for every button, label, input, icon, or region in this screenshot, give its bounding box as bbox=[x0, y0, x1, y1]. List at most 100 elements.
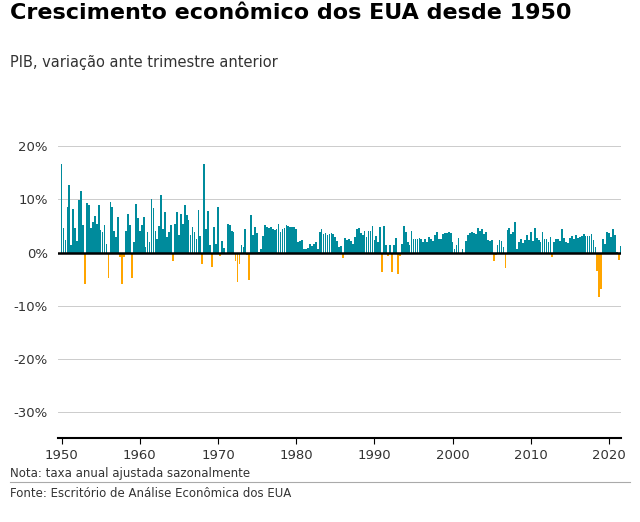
Bar bbox=[74, 228, 76, 253]
Bar bbox=[600, 253, 602, 289]
Bar bbox=[287, 226, 289, 253]
Bar bbox=[585, 236, 586, 253]
Bar bbox=[602, 239, 604, 253]
Bar bbox=[127, 214, 129, 253]
Bar bbox=[92, 222, 93, 253]
Bar bbox=[634, 244, 636, 253]
Bar bbox=[432, 241, 434, 253]
Bar bbox=[489, 241, 491, 253]
Bar bbox=[436, 232, 438, 253]
Bar bbox=[250, 216, 252, 253]
Bar bbox=[332, 234, 334, 253]
Bar bbox=[135, 204, 137, 253]
Bar bbox=[491, 240, 493, 253]
Bar bbox=[381, 253, 383, 272]
Bar bbox=[252, 234, 254, 253]
Bar bbox=[241, 245, 243, 253]
Bar bbox=[540, 242, 541, 253]
Bar bbox=[335, 236, 336, 253]
Bar bbox=[209, 245, 211, 253]
Bar bbox=[237, 253, 238, 282]
Bar bbox=[378, 242, 379, 253]
Bar bbox=[430, 239, 432, 253]
Bar bbox=[471, 232, 473, 253]
Bar bbox=[76, 241, 78, 253]
Bar bbox=[78, 200, 80, 253]
Bar bbox=[348, 239, 350, 253]
Bar bbox=[401, 244, 403, 253]
Bar bbox=[552, 253, 553, 257]
Bar bbox=[358, 228, 360, 253]
Bar bbox=[446, 233, 447, 253]
Bar bbox=[399, 253, 401, 256]
Bar bbox=[141, 225, 143, 253]
Bar bbox=[546, 239, 547, 253]
Bar bbox=[248, 253, 250, 280]
Bar bbox=[262, 236, 264, 253]
Bar bbox=[145, 247, 147, 253]
Bar bbox=[497, 245, 499, 253]
Bar bbox=[593, 240, 595, 253]
Bar bbox=[370, 231, 371, 253]
Bar bbox=[616, 252, 618, 253]
Bar bbox=[313, 244, 315, 253]
Bar bbox=[72, 209, 74, 253]
Bar bbox=[342, 253, 344, 258]
Bar bbox=[636, 240, 637, 253]
Bar bbox=[397, 253, 399, 274]
Bar bbox=[150, 199, 152, 253]
Bar bbox=[88, 205, 90, 253]
Bar bbox=[405, 232, 406, 253]
Bar bbox=[282, 229, 284, 253]
Bar bbox=[350, 241, 352, 253]
Bar bbox=[270, 227, 271, 253]
Bar bbox=[124, 253, 125, 257]
Bar bbox=[194, 232, 195, 253]
Bar bbox=[211, 253, 213, 267]
Bar bbox=[360, 233, 362, 253]
Bar bbox=[610, 237, 612, 253]
Bar bbox=[620, 246, 621, 253]
Bar bbox=[186, 216, 188, 253]
Bar bbox=[303, 250, 305, 253]
Bar bbox=[579, 236, 580, 253]
Bar bbox=[223, 248, 225, 253]
Bar bbox=[196, 239, 197, 253]
Bar bbox=[80, 192, 82, 253]
Bar bbox=[469, 233, 471, 253]
Bar bbox=[319, 232, 321, 253]
Bar bbox=[159, 226, 160, 253]
Bar bbox=[115, 237, 117, 253]
Bar bbox=[328, 234, 330, 253]
Bar bbox=[131, 253, 132, 278]
Bar bbox=[111, 207, 113, 253]
Bar bbox=[530, 232, 532, 253]
Bar bbox=[516, 250, 518, 253]
Bar bbox=[176, 212, 178, 253]
Bar bbox=[502, 247, 504, 253]
Bar bbox=[227, 224, 228, 253]
Bar bbox=[526, 235, 528, 253]
Bar bbox=[266, 227, 268, 253]
Text: Nota: taxa anual ajustada sazonalmente: Nota: taxa anual ajustada sazonalmente bbox=[10, 467, 250, 480]
Bar bbox=[207, 211, 209, 253]
Bar bbox=[598, 253, 600, 297]
Bar bbox=[413, 239, 414, 253]
Bar bbox=[587, 236, 588, 253]
Bar bbox=[383, 226, 385, 253]
Bar bbox=[256, 233, 258, 253]
Bar bbox=[154, 231, 156, 253]
Text: BBC: BBC bbox=[577, 496, 616, 509]
Bar bbox=[219, 253, 221, 256]
Bar bbox=[164, 212, 166, 253]
Bar bbox=[550, 237, 551, 253]
Bar bbox=[125, 231, 127, 253]
Bar bbox=[622, 229, 623, 253]
Bar bbox=[215, 244, 217, 253]
Bar bbox=[133, 242, 135, 253]
Bar bbox=[524, 240, 526, 253]
Bar bbox=[461, 250, 463, 253]
Bar bbox=[189, 235, 191, 253]
Bar bbox=[434, 234, 436, 253]
Bar bbox=[628, 236, 630, 253]
